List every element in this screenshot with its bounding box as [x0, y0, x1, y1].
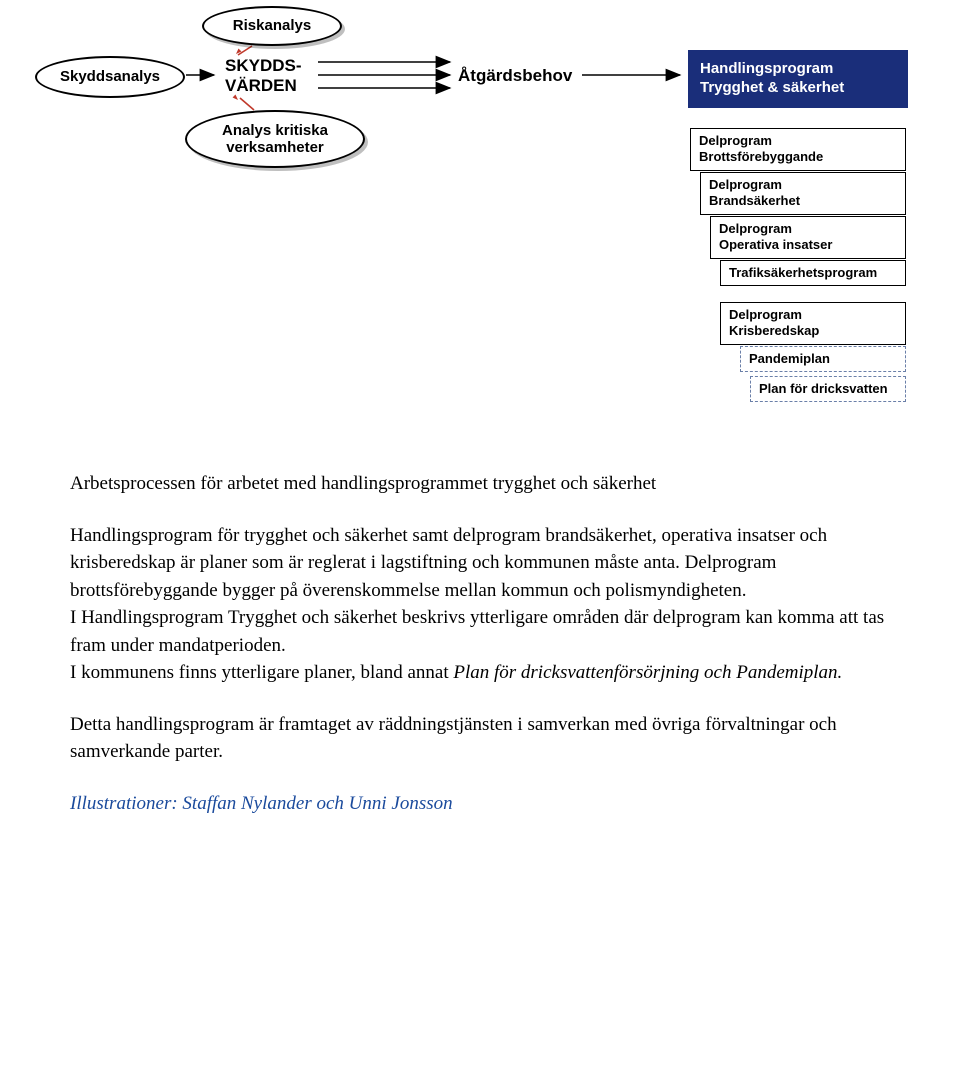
sub-box-2: DelprogramOperativa insatser [710, 216, 906, 259]
sub-box-0: DelprogramBrottsförebyggande [690, 128, 906, 171]
label-skyddsvarden: SKYDDS-VÄRDEN [225, 56, 302, 96]
sub-box-4: DelprogramKrisberedskap [720, 302, 906, 345]
ellipse-riskanalys: Riskanalys [202, 6, 342, 46]
sub-box-6: Plan för dricksvatten [750, 376, 906, 402]
sub-box-1: DelprogramBrandsäkerhet [700, 172, 906, 215]
program-box-line1: Handlingsprogram [700, 60, 896, 79]
p1-italic: Plan för dricksvattenförsörjning och Pan… [453, 662, 842, 683]
paragraph-2: Detta handlingsprogram är framtaget av r… [70, 711, 890, 766]
paragraph-1: Handlingsprogram för trygghet och säkerh… [70, 522, 890, 687]
process-diagram: Skyddsanalys Riskanalys Analys kritiskaver… [0, 0, 960, 420]
illustration-credit: Illustrationer: Staffan Nylander och Unn… [70, 790, 890, 818]
program-box: Handlingsprogram Trygghet & säkerhet [688, 50, 908, 108]
p1-part-b: I Handlingsprogram Trygghet och säkerhet… [70, 607, 884, 656]
sub-box-5: Pandemiplan [740, 346, 906, 372]
diagram-caption: Arbetsprocessen för arbetet med handling… [70, 470, 890, 498]
sub-box-3: Trafiksäkerhetsprogram [720, 260, 906, 286]
p1-part-c: I kommunens finns ytterligare planer, bl… [70, 662, 453, 683]
ellipse-analys_kritiska: Analys kritiskaverksamheter [185, 110, 365, 168]
p1-part-a: Handlingsprogram för trygghet och säkerh… [70, 525, 827, 601]
label-atgardsbehov: Åtgärdsbehov [458, 66, 572, 86]
document-body: Arbetsprocessen för arbetet med handling… [70, 470, 890, 841]
program-box-line2: Trygghet & säkerhet [700, 79, 896, 98]
ellipse-skyddsanalys: Skyddsanalys [35, 56, 185, 98]
